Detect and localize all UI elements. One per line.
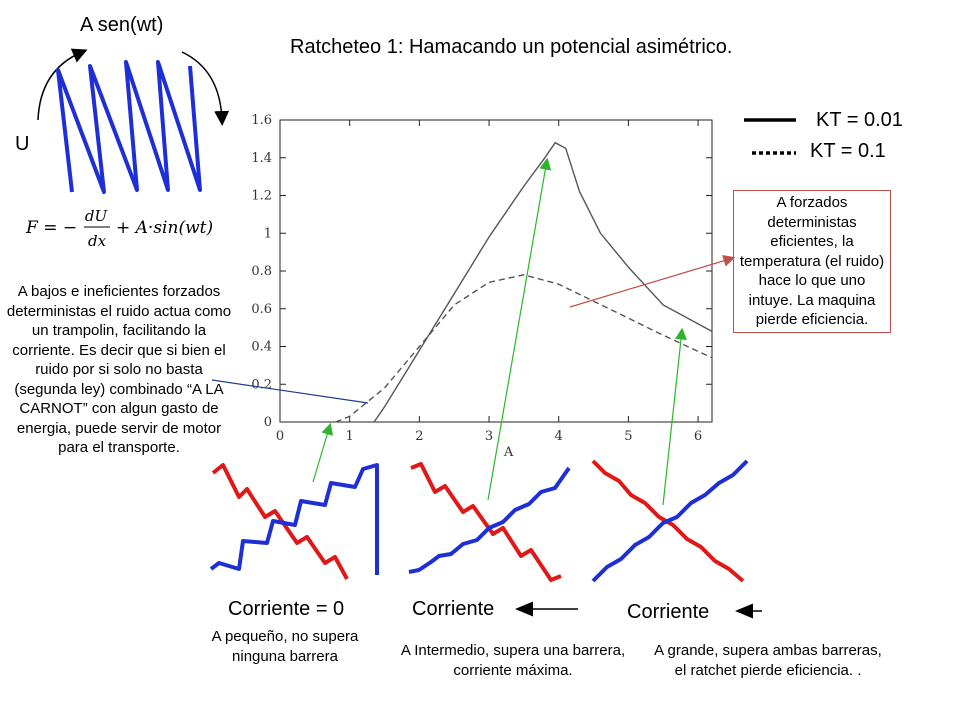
x-tick-label: 6 — [694, 429, 702, 444]
potential-label: U — [15, 133, 30, 155]
series-kt-0-01 — [373, 141, 713, 423]
blue-staircase — [591, 459, 749, 583]
force-formula: F = − dU dx + A·sin(wt) — [25, 207, 213, 250]
y-tick-label: 1.2 — [251, 189, 272, 204]
panel-3-caption: A grande, supera ambas barreras, el ratc… — [654, 642, 882, 679]
panel-1-label: Corriente = 0 — [228, 598, 345, 620]
panel-small-a — [209, 463, 379, 580]
sawtooth-potential — [37, 48, 230, 194]
y-tick-label: 0 — [264, 415, 272, 430]
sawtooth-curve — [56, 60, 202, 194]
y-tick-label: 1.6 — [251, 113, 272, 128]
x-tick-label: 4 — [555, 429, 563, 444]
x-tick-label: 5 — [624, 429, 632, 444]
panel-large-a — [591, 459, 749, 583]
panel-medium-a — [408, 462, 571, 582]
y-tick-label: 0.8 — [251, 264, 272, 279]
formula-den: dx — [88, 232, 107, 250]
y-tick-label: 1 — [264, 226, 272, 241]
y-tick-label: 0.4 — [251, 340, 272, 355]
y-tick-label: 1.4 — [251, 151, 272, 166]
note-high-forcing: A forzados deterministas eficientes, la … — [733, 190, 891, 333]
swing-arrow-right — [181, 51, 230, 126]
x-axis-label: A — [503, 445, 514, 460]
x-tick-label: 1 — [346, 429, 354, 444]
red-staircase — [410, 462, 562, 582]
formula-lhs: F = − — [25, 218, 77, 238]
red-staircase — [211, 463, 349, 580]
plot-frame — [279, 119, 713, 423]
series-kt-0-1 — [335, 274, 713, 423]
panel-2-label: Corriente — [412, 598, 495, 620]
legend-solid-label: KT = 0.01 — [816, 109, 903, 131]
y-tick-label: 0.6 — [251, 302, 272, 317]
page-title: Ratcheteo 1: Hamacando un potencial asim… — [290, 36, 733, 58]
x-tick-label: 2 — [415, 429, 423, 444]
panel-1-caption: A pequeño, no supera ninguna barrera — [211, 628, 359, 665]
x-tick-label: 3 — [485, 429, 493, 444]
note-low-forcing: A bajos e ineficientes forzados determin… — [6, 283, 232, 456]
panel-3-label: Corriente — [627, 601, 710, 623]
panel-2-caption: A Intermedio, supera una barrera, corrie… — [400, 642, 626, 679]
y-tick-label: 0.2 — [251, 377, 272, 392]
formula-rhs: + A·sin(wt) — [116, 218, 213, 238]
forcing-label: A sen(wt) — [80, 14, 164, 36]
current-vs-amplitude-chart: 0 0.2 0.4 0.6 0.8 1 1.2 1.4 1.6 0 1 2 3 4 5 6 A — [251, 113, 713, 460]
legend-lines — [744, 118, 796, 155]
swing-arrow-left — [37, 48, 88, 121]
formula-num: dU — [85, 207, 109, 225]
legend-dotted-label: KT = 0.1 — [810, 140, 886, 162]
blue-staircase — [209, 463, 379, 575]
x-tick-label: 0 — [276, 429, 284, 444]
